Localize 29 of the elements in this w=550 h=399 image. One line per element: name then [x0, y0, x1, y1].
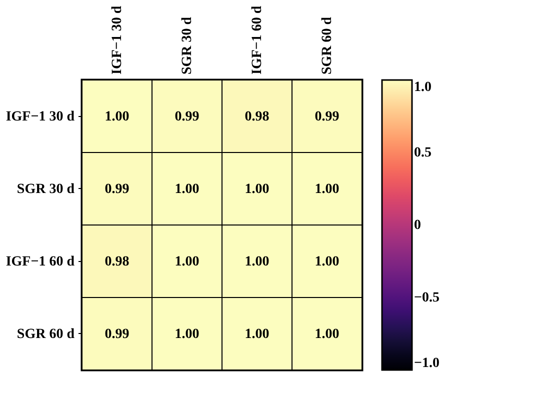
x-tick-label: IGF−1 30 d	[110, 6, 125, 74]
y-tick-label: IGF−1 30 d	[6, 109, 75, 124]
data-label: 0.98	[244, 109, 270, 124]
data-label: 1.00	[244, 254, 270, 270]
data-label: 0.99	[104, 182, 130, 197]
data-label: 1.00	[244, 326, 270, 342]
x-tick-label: SGR 30 d	[180, 16, 195, 74]
data-label: 1.00	[174, 182, 200, 197]
data-label: 1.00	[174, 254, 200, 270]
x-tick-label: SGR 60 d	[320, 16, 335, 74]
y-tick-label: SGR 30 d	[16, 182, 75, 197]
color-bar-label: 0	[414, 218, 421, 233]
color-bar-label: −0.5	[414, 290, 440, 306]
y-tick-label: SGR 60 d	[16, 326, 75, 342]
data-label: 1.00	[314, 182, 340, 197]
data-label: 1.00	[244, 182, 270, 197]
color-bar-label: −1.0	[414, 356, 440, 371]
data-label: 1.00	[314, 254, 340, 270]
data-label: 0.99	[104, 326, 130, 342]
data-label: 1.00	[174, 326, 200, 342]
x-tick-label: IGF−1 60 d	[250, 6, 265, 74]
data-label: 0.98	[104, 254, 130, 270]
data-label: 0.99	[314, 109, 340, 124]
data-label: 1.00	[104, 109, 130, 124]
y-tick-label: IGF−1 60 d	[6, 254, 75, 270]
data-label: 1.00	[314, 326, 340, 342]
data-label: 0.99	[174, 109, 200, 124]
color-bar-label: 0.5	[414, 146, 432, 160]
color-bar-label: 1.0	[414, 80, 432, 95]
